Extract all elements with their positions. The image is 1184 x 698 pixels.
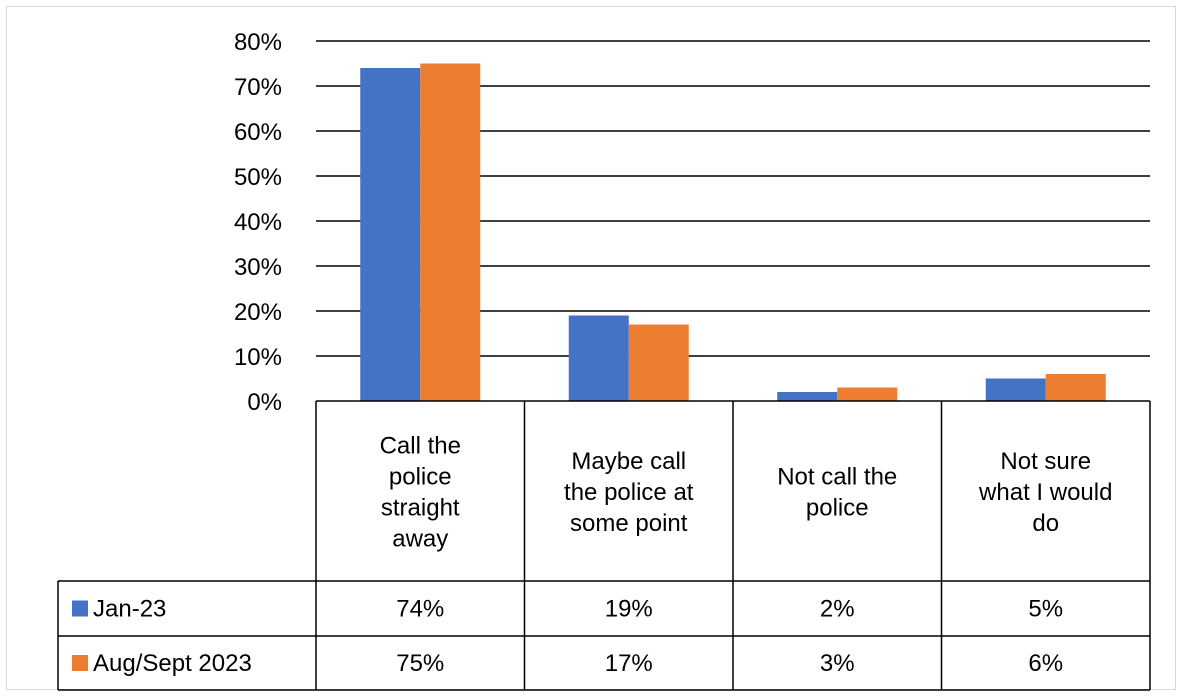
category-label: police xyxy=(806,495,869,522)
category-label: some point xyxy=(570,510,688,537)
category-label: Not sure xyxy=(1000,448,1091,475)
bar-aug-sept-2023 xyxy=(420,63,481,401)
y-tick-label: 10% xyxy=(234,344,282,371)
category-label: police xyxy=(389,464,452,491)
y-tick-label: 60% xyxy=(234,119,282,146)
table-value: 74% xyxy=(396,596,444,623)
y-tick-label: 80% xyxy=(234,29,282,56)
y-tick-label: 70% xyxy=(234,74,282,101)
category-label: Not call the xyxy=(777,464,897,491)
y-tick-label: 20% xyxy=(234,299,282,326)
bar-jan-23 xyxy=(360,68,421,401)
y-tick-label: 50% xyxy=(234,164,282,191)
category-label: do xyxy=(1032,510,1059,537)
bar-aug-sept-2023 xyxy=(1045,374,1106,401)
category-label: what I would xyxy=(978,479,1112,506)
table-value: 17% xyxy=(605,650,653,677)
category-label: Call the xyxy=(380,433,461,460)
y-tick-label: 40% xyxy=(234,209,282,236)
y-tick-label: 0% xyxy=(247,389,282,416)
y-tick-label: 30% xyxy=(234,254,282,281)
bar-jan-23 xyxy=(985,378,1046,401)
legend-label: Jan-23 xyxy=(93,596,166,623)
table-value: 19% xyxy=(605,596,653,623)
bar-aug-sept-2023 xyxy=(837,387,898,401)
table-value: 5% xyxy=(1028,596,1063,623)
bar-jan-23 xyxy=(568,315,629,401)
legend-key xyxy=(72,600,88,617)
category-label: straight xyxy=(381,495,460,522)
table-value: 75% xyxy=(396,650,444,677)
category-label: away xyxy=(392,526,448,553)
bar-aug-sept-2023 xyxy=(628,324,689,401)
legend-label: Aug/Sept 2023 xyxy=(93,650,252,677)
table-value: 3% xyxy=(820,650,855,677)
category-label: Maybe call xyxy=(571,448,686,475)
legend-key xyxy=(72,655,88,671)
table-value: 6% xyxy=(1028,650,1063,677)
table-value: 2% xyxy=(820,596,855,623)
bar-jan-23 xyxy=(777,392,838,401)
category-label: the police at xyxy=(564,479,694,506)
